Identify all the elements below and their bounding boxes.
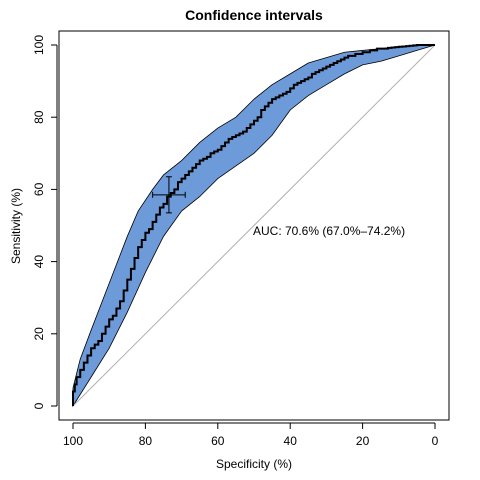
- x-tick-label: 100: [63, 434, 83, 448]
- x-tick-label: 60: [211, 434, 225, 448]
- y-axis-label: Sensitivity (%): [9, 188, 23, 264]
- y-axis: 0 20 40 60 80 100: [32, 35, 58, 409]
- y-tick-label: 40: [32, 255, 46, 269]
- roc-curve: [72, 44, 435, 406]
- plot-area: [72, 44, 436, 408]
- y-tick-label: 0: [32, 402, 46, 409]
- x-tick-label: 0: [432, 434, 439, 448]
- x-tick-label: 20: [356, 434, 370, 448]
- y-tick-label: 20: [32, 327, 46, 341]
- x-axis: 100 80 60 40 20 0: [63, 422, 439, 448]
- x-tick-label: 80: [139, 434, 153, 448]
- x-axis-label: Specificity (%): [216, 457, 292, 471]
- y-tick-label: 80: [32, 110, 46, 124]
- x-tick-label: 40: [284, 434, 298, 448]
- chart-title: Confidence intervals: [185, 7, 323, 23]
- auc-annotation: AUC: 70.6% (67.0%–74.2%): [253, 224, 405, 238]
- diagonal-reference-line: [72, 44, 436, 407]
- y-tick-label: 100: [32, 35, 46, 55]
- y-tick-label: 60: [32, 182, 46, 196]
- plot-frame: [58, 30, 450, 421]
